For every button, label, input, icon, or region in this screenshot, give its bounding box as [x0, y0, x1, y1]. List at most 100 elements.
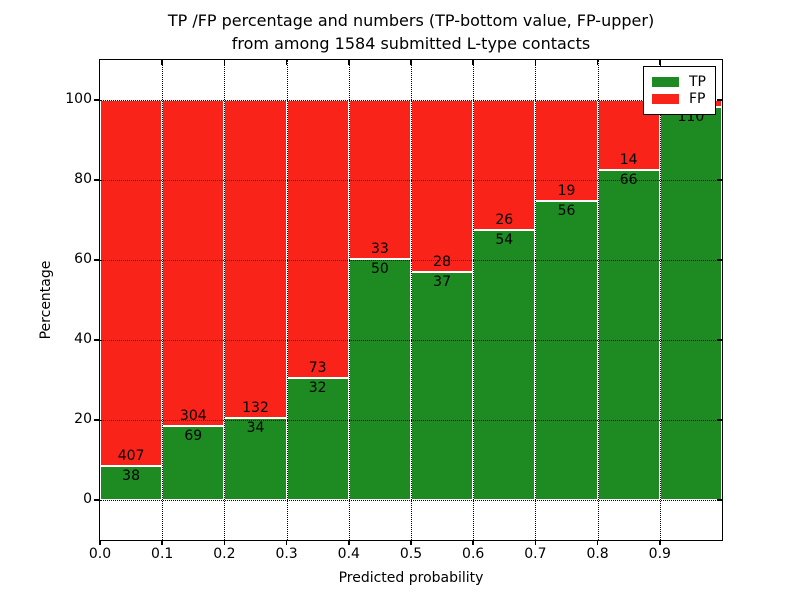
chart-title-line1: TP /FP percentage and numbers (TP-bottom… — [167, 11, 655, 30]
bar-fp-count-label: 304 — [179, 408, 207, 424]
chart-title-line2: from among 1584 submitted L-type contact… — [231, 34, 591, 53]
x-tick-label: 0.0 — [88, 546, 112, 562]
bar-fp-segment — [162, 100, 225, 426]
bar-fp-segment — [224, 100, 287, 419]
y-tick-label: 80 — [74, 171, 92, 187]
bar-tp-segment — [411, 272, 474, 500]
y-axis-label: Percentage — [38, 260, 54, 340]
x-tick-mark — [659, 540, 661, 545]
bar-fp-segment — [411, 100, 474, 273]
y-gridline — [100, 500, 722, 501]
y-gridline — [100, 180, 722, 181]
y-tick-mark — [94, 339, 99, 341]
y-tick-mark-right — [717, 259, 722, 261]
y-tick-label: 0 — [83, 491, 92, 507]
bar-fp-segment — [100, 100, 163, 466]
x-gridline — [411, 60, 412, 540]
x-tick-label: 0.2 — [213, 546, 236, 562]
legend: TP FP — [643, 66, 716, 115]
bar-fp-count-label: 14 — [619, 152, 638, 168]
y-gridline — [100, 100, 722, 101]
legend-item: TP — [652, 75, 706, 89]
x-gridline — [286, 60, 288, 540]
bar-tp-segment — [473, 230, 536, 500]
bar-tp-segment — [659, 107, 722, 500]
x-tick-label: 0.1 — [151, 546, 174, 562]
x-tick-mark-top — [472, 60, 474, 65]
bar-fp-count-label: 19 — [557, 183, 576, 200]
x-gridline — [348, 60, 350, 540]
bar-fp-count-label: 33 — [370, 241, 389, 258]
y-tick-mark-right — [717, 179, 722, 181]
x-gridline — [535, 60, 537, 540]
y-tick-mark — [94, 179, 99, 181]
bar-fp-count-label: 407 — [117, 447, 145, 464]
legend-item: FP — [652, 92, 706, 106]
x-tick-label: 0.8 — [586, 546, 609, 562]
legend-label: FP — [689, 91, 706, 107]
y-tick-mark — [94, 499, 99, 501]
bar-tp-count-label: 34 — [246, 420, 265, 437]
y-tick-mark — [94, 259, 99, 261]
x-tick-label: 0.3 — [275, 546, 298, 562]
x-tick-label: 0.5 — [399, 546, 423, 562]
x-gridline — [224, 60, 226, 540]
x-tick-mark-top — [223, 60, 226, 65]
x-tick-mark-top — [596, 60, 599, 65]
x-tick-mark-top — [285, 60, 288, 65]
y-gridline — [100, 420, 722, 421]
x-tick-mark-top — [161, 60, 163, 65]
y-gridline — [100, 340, 722, 341]
x-gridline — [597, 60, 599, 540]
bar-tp-segment — [100, 465, 163, 500]
bar-tp-count-label: 38 — [122, 467, 140, 484]
x-tick-label: 0.6 — [462, 546, 485, 562]
bar-fp-count-label: 28 — [433, 254, 451, 271]
y-tick-mark-right — [717, 99, 722, 101]
x-gridline — [473, 60, 475, 540]
y-tick-mark-right — [717, 339, 722, 341]
bar-fp-segment — [473, 100, 536, 230]
legend-swatch-fp — [652, 94, 679, 104]
x-tick-label: 0.4 — [337, 546, 360, 562]
bar-fp-count-label: 26 — [495, 212, 514, 228]
x-tick-label: 0.9 — [648, 546, 671, 562]
legend-label: TP — [689, 74, 706, 90]
x-tick-mark-top — [410, 60, 412, 65]
bar-fp-segment — [286, 100, 349, 379]
x-axis-label: Predicted probability — [338, 570, 484, 586]
bar-tp-segment — [535, 201, 598, 500]
x-tick-label: 0.7 — [524, 546, 547, 562]
x-tick-mark — [161, 540, 163, 545]
bar-tp-count-label: 54 — [495, 232, 514, 248]
x-gridline — [659, 60, 661, 540]
x-tick-mark-top — [348, 60, 350, 65]
y-gridline — [100, 260, 722, 261]
bar-tp-count-label: 32 — [308, 380, 327, 397]
x-tick-mark-top — [534, 60, 537, 65]
bar-tp-count-label: 66 — [619, 172, 638, 188]
y-tick-mark — [94, 419, 99, 421]
x-tick-mark — [348, 540, 350, 545]
y-tick-label: 100 — [65, 91, 92, 107]
x-tick-mark — [285, 540, 288, 545]
x-tick-mark-top — [659, 60, 661, 65]
y-tick-mark — [94, 99, 99, 101]
chart-title: TP /FP percentage and numbers (TP-bottom… — [100, 9, 722, 55]
bar-tp-segment — [597, 170, 660, 500]
x-tick-mark — [99, 540, 101, 545]
x-tick-mark — [410, 540, 412, 545]
bar-fp-count-label: 73 — [308, 360, 327, 377]
bar-tp-count-label: 50 — [370, 261, 389, 278]
y-tick-label: 60 — [74, 251, 92, 267]
x-tick-mark — [596, 540, 599, 545]
bar-fp-segment — [348, 100, 411, 260]
x-tick-mark — [472, 540, 474, 545]
x-tick-mark — [223, 540, 226, 545]
y-tick-label: 40 — [74, 331, 92, 347]
bar-fp-count-label: 132 — [242, 400, 269, 417]
x-tick-mark — [534, 540, 537, 545]
y-tick-label: 20 — [74, 411, 92, 427]
y-tick-mark-right — [717, 419, 722, 421]
